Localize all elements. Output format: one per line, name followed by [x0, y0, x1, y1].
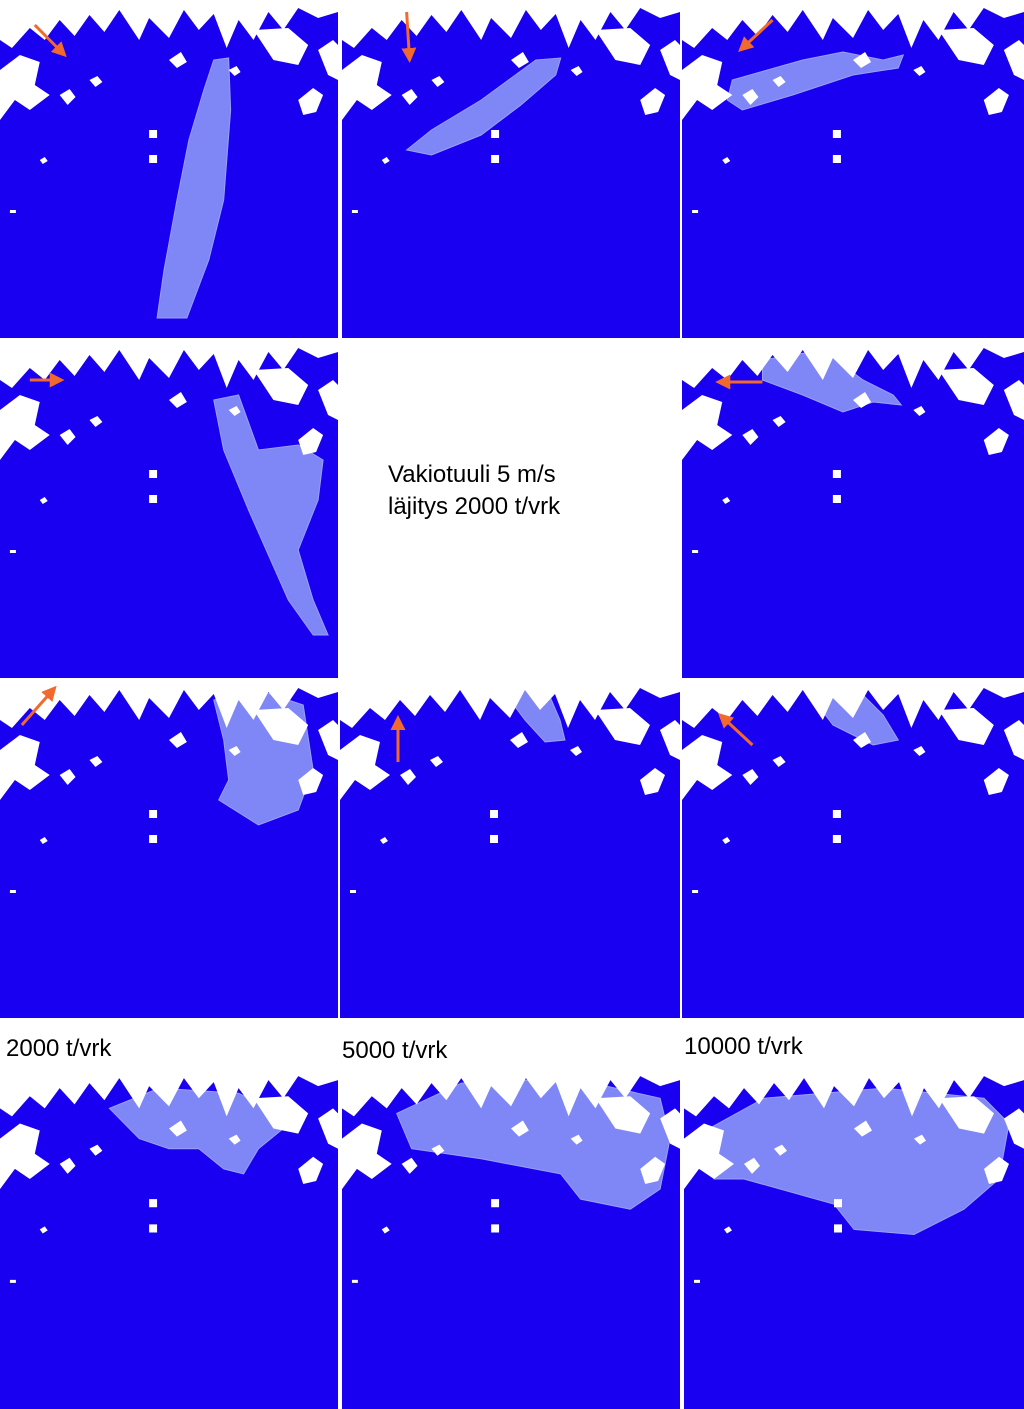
caption-line: läjitys 2000 t/vrk [388, 493, 561, 520]
row-label: 10000 t/vrk [684, 1033, 804, 1060]
map-panel [342, 0, 680, 338]
map-panel [342, 1068, 680, 1409]
plume [213, 394, 329, 636]
wind-arrow [20, 685, 57, 726]
map-panel [682, 0, 1024, 338]
wind-arrow [33, 23, 67, 58]
map-panel [0, 340, 338, 678]
plume [726, 51, 905, 111]
map-panel [682, 340, 1024, 678]
map-panel [0, 680, 338, 1018]
wind-arrow [738, 18, 774, 53]
wind-arrow [401, 11, 417, 63]
map-panel [682, 680, 1024, 1018]
caption-line: Vakiotuuli 5 m/s [388, 461, 556, 488]
map-panel [340, 680, 680, 1018]
plume [156, 57, 232, 319]
plume [405, 57, 562, 156]
map-panel [0, 1068, 338, 1409]
row-label: 5000 t/vrk [342, 1037, 448, 1064]
row-label: 2000 t/vrk [6, 1035, 112, 1062]
map-panel [0, 0, 338, 338]
wind-arrow [718, 712, 754, 747]
map-panel [684, 1068, 1024, 1409]
